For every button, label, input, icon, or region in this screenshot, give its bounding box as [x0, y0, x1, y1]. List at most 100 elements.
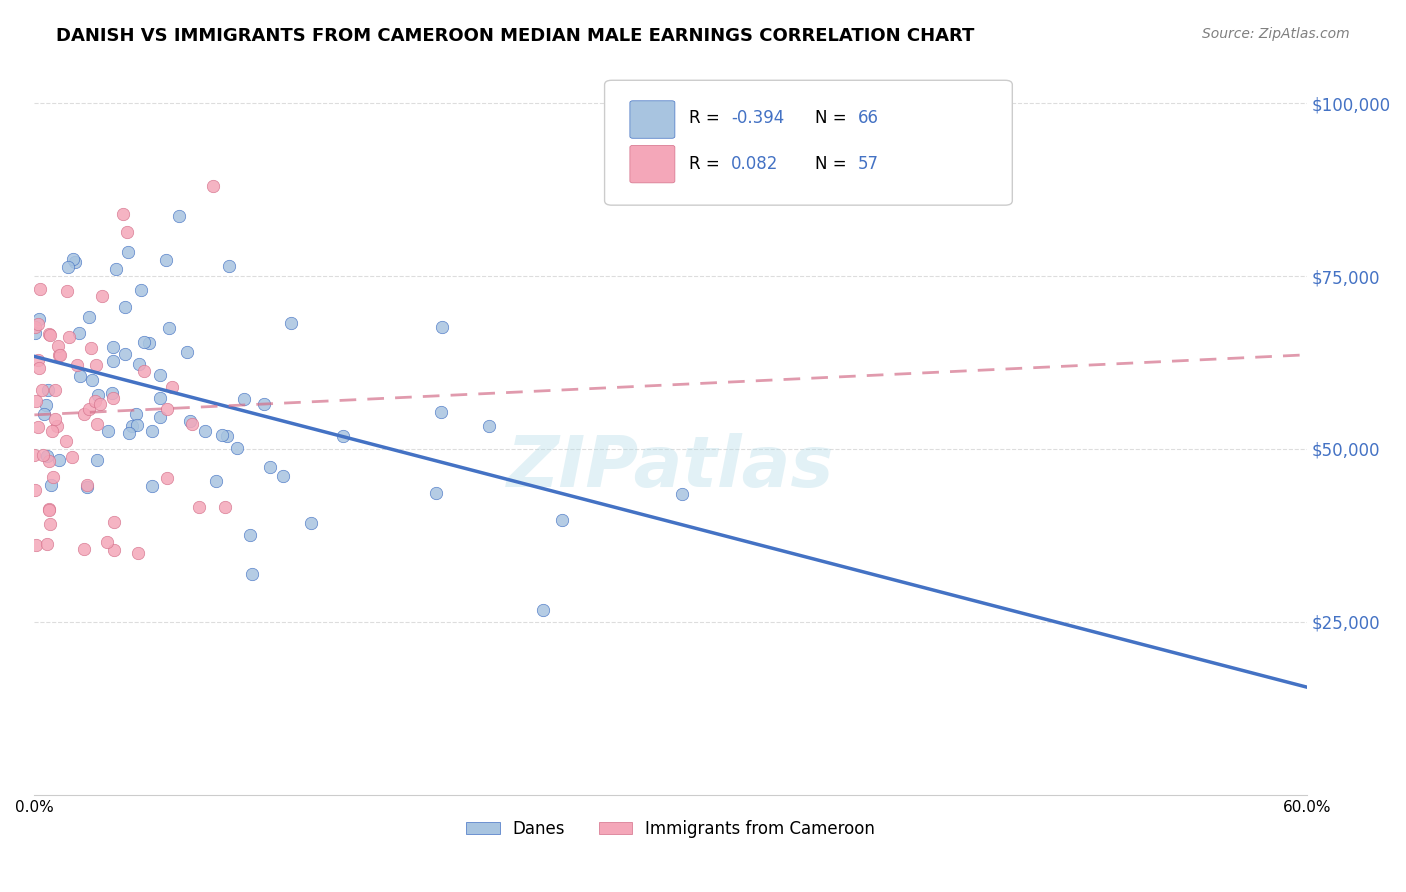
Point	[125, 407, 148, 421]
Point	[80, 373, 103, 387]
Text: -0.394: -0.394	[731, 109, 785, 127]
Point	[194, 425, 217, 439]
Point	[56, 260, 79, 274]
Point	[103, 515, 125, 529]
Point	[39, 516, 62, 531]
Point	[46, 339, 69, 353]
Point	[280, 316, 302, 330]
Point	[38, 453, 60, 467]
Point	[253, 397, 276, 411]
Text: ZIPatlas: ZIPatlas	[508, 434, 834, 502]
Point	[89, 397, 111, 411]
Point	[25, 394, 48, 409]
Point	[104, 261, 127, 276]
Point	[179, 414, 201, 428]
Point	[76, 480, 98, 494]
Point	[134, 334, 156, 349]
Text: 57: 57	[858, 155, 879, 173]
Point	[134, 363, 156, 377]
Point	[217, 429, 239, 443]
Point	[259, 460, 281, 475]
Point	[205, 474, 228, 488]
Point	[112, 206, 135, 220]
Point	[91, 289, 114, 303]
Point	[77, 402, 100, 417]
Point	[37, 537, 59, 551]
Point	[27, 420, 49, 434]
Point	[121, 419, 143, 434]
Point	[332, 429, 354, 443]
Point	[37, 383, 59, 397]
Point	[118, 426, 141, 441]
Point	[188, 500, 211, 514]
Point	[27, 353, 49, 368]
Point	[103, 340, 125, 354]
Point	[39, 477, 62, 491]
Point	[63, 254, 86, 268]
Point	[671, 486, 693, 500]
Point	[430, 404, 453, 418]
Point	[32, 407, 55, 421]
Text: R =: R =	[689, 155, 725, 173]
Point	[96, 534, 118, 549]
Point	[67, 326, 90, 340]
Point	[114, 300, 136, 314]
Point	[233, 392, 256, 406]
Point	[69, 369, 91, 384]
Point	[24, 319, 46, 334]
Point	[242, 566, 264, 581]
Point	[225, 442, 247, 456]
Point	[127, 546, 149, 560]
Point	[38, 327, 60, 342]
Point	[156, 471, 179, 485]
Point	[27, 312, 49, 326]
Point	[162, 380, 184, 394]
Point	[131, 283, 153, 297]
Point	[80, 341, 103, 355]
Point	[218, 260, 240, 274]
Point	[103, 543, 125, 558]
Point	[48, 348, 70, 362]
Point	[299, 516, 322, 530]
Point	[42, 470, 65, 484]
Point	[100, 386, 122, 401]
Point	[271, 469, 294, 483]
Point	[128, 357, 150, 371]
Text: N =: N =	[815, 155, 852, 173]
Point	[101, 354, 124, 368]
Point	[38, 503, 60, 517]
Point	[32, 448, 55, 462]
Point	[27, 361, 49, 376]
Point	[141, 479, 163, 493]
Point	[73, 407, 96, 421]
Point	[156, 401, 179, 416]
Point	[76, 478, 98, 492]
Point	[87, 388, 110, 402]
Point	[48, 348, 70, 362]
Point	[48, 453, 70, 467]
Point	[181, 417, 204, 432]
Point	[72, 541, 94, 556]
Point	[44, 412, 66, 426]
Point	[28, 282, 51, 296]
Point	[24, 326, 46, 340]
Point	[62, 252, 84, 267]
Point	[22, 448, 45, 462]
Point	[41, 424, 63, 438]
Point	[425, 485, 447, 500]
Point	[125, 417, 148, 432]
Text: DANISH VS IMMIGRANTS FROM CAMEROON MEDIAN MALE EARNINGS CORRELATION CHART: DANISH VS IMMIGRANTS FROM CAMEROON MEDIA…	[56, 27, 974, 45]
Point	[149, 409, 172, 424]
Point	[60, 450, 83, 465]
Text: 0.082: 0.082	[731, 155, 779, 173]
Point	[86, 417, 108, 431]
Point	[38, 501, 60, 516]
Point	[167, 209, 190, 223]
Point	[24, 483, 46, 497]
Point	[211, 428, 233, 442]
Point	[77, 310, 100, 324]
Legend: Danes, Immigrants from Cameroon: Danes, Immigrants from Cameroon	[460, 814, 882, 845]
Point	[58, 329, 80, 343]
Point	[84, 358, 107, 372]
Point	[155, 253, 177, 268]
